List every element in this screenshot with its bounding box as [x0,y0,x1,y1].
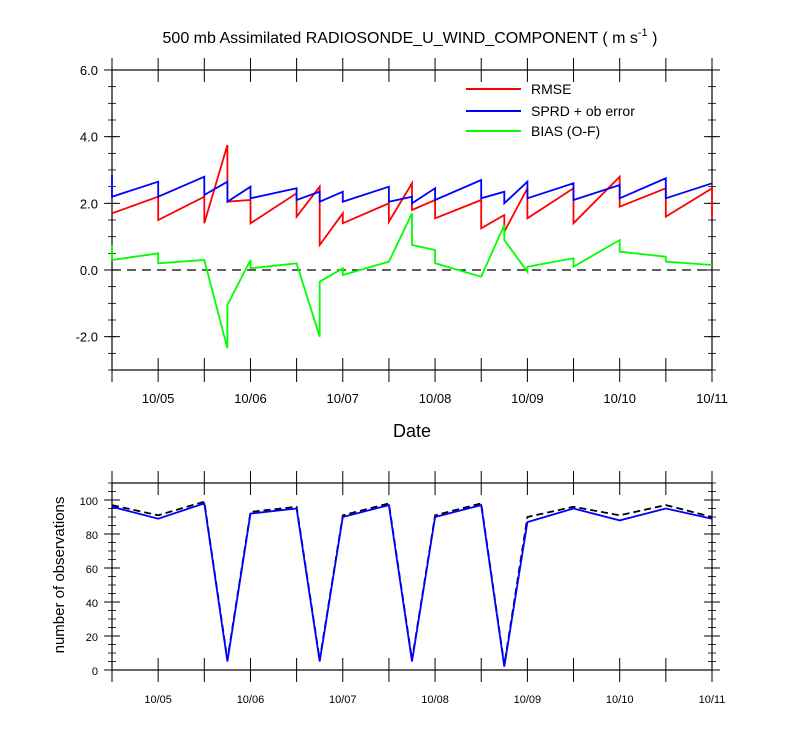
y-tick-label: 100 [80,496,98,508]
y-tick-label: 80 [86,530,98,542]
x-tick-label: 10/10 [606,694,634,706]
x-axis-title: Date [393,421,431,441]
top-plot-ticks [104,58,720,382]
series-line-possible [111,500,713,666]
x-tick-label: 10/05 [144,694,172,706]
bottom-plot-ticks [104,471,720,682]
x-tick-label: 10/10 [603,391,636,406]
top-y-tick-labels: 6.0 4.0 2.0 0.0 -2.0 [76,63,98,345]
x-tick-label: 10/07 [326,391,359,406]
bottom-plot-frame [111,482,713,671]
y-tick-label: 4.0 [80,130,98,145]
x-tick-label: 10/11 [699,694,726,706]
x-tick-label: 10/09 [511,391,544,406]
bottom-y-tick-labels: 100 80 60 40 20 0 [80,496,98,678]
y-tick-label: 60 [86,564,98,576]
x-tick-label: 10/06 [237,694,265,706]
y-axis-title-observations: number of observations [51,497,68,654]
x-tick-label: 10/09 [514,694,542,706]
legend-label-bias: BIAS (O-F) [531,123,600,139]
x-tick-label: 10/06 [234,391,267,406]
legend-label-rmse: RMSE [531,81,571,97]
x-tick-label: 10/11 [696,391,728,406]
x-tick-label: 10/08 [421,694,449,706]
chart-title: 500 mb Assimilated RADIOSONDE_U_WIND_COM… [163,27,658,47]
y-tick-label: 20 [86,632,98,644]
top-x-tick-labels: 10/05 10/06 10/07 10/08 10/09 10/10 10/11 [142,391,728,406]
legend-label-sprd: SPRD + ob error [531,103,635,119]
series-line-bias-o-f [111,212,713,349]
series-line-sprd-ob-error [111,175,713,206]
x-tick-label: 10/08 [419,391,452,406]
bottom-x-tick-labels: 10/05 10/06 10/07 10/08 10/09 10/10 10/11 [144,694,725,706]
bottom-plot-series [111,500,713,667]
top-plot-series [111,144,713,349]
y-tick-label: -2.0 [76,330,98,345]
y-tick-label: 6.0 [80,63,98,78]
y-tick-label: 40 [86,598,98,610]
legend: RMSE SPRD + ob error BIAS (O-F) [466,81,635,139]
y-tick-label: 2.0 [80,196,98,211]
y-tick-label: 0 [92,666,98,678]
x-tick-label: 10/05 [142,391,175,406]
y-tick-label: 0.0 [80,263,98,278]
series-line-used [111,502,713,667]
chart-title-unit-exponent: -1 [638,27,648,39]
x-tick-label: 10/07 [329,694,357,706]
